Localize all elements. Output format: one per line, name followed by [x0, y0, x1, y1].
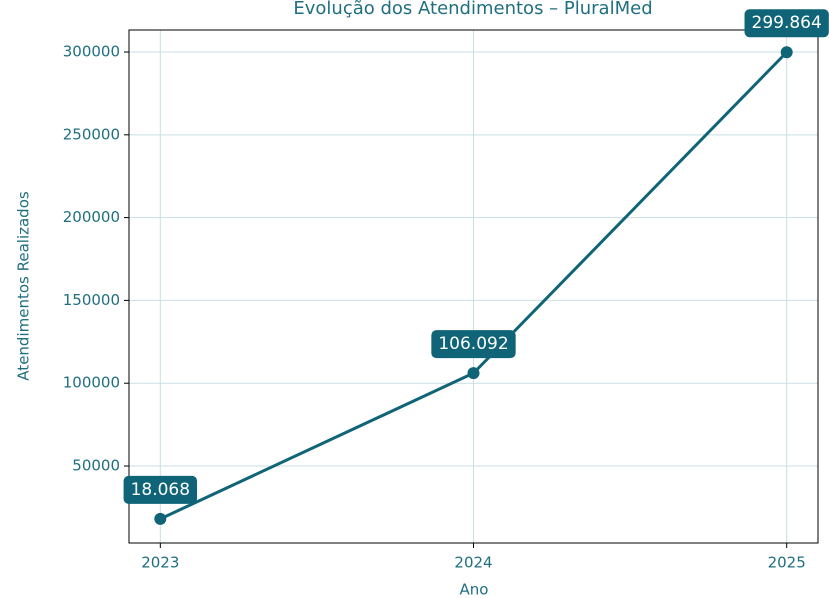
- data-label-box: [123, 475, 198, 504]
- x-tick-label: 2024: [454, 554, 492, 572]
- y-tick-label: 100000: [63, 374, 120, 392]
- y-tick-label: 200000: [63, 208, 120, 226]
- y-tick-label: 300000: [63, 43, 120, 61]
- plot-frame: [128, 29, 819, 544]
- chart-title: Evolução dos Atendimentos – PluralMed: [293, 0, 652, 19]
- data-label-box: [744, 9, 829, 38]
- y-axis-label: Atendimentos Realizados: [15, 191, 33, 381]
- y-tick-label: 50000: [72, 457, 120, 475]
- x-tick-label: 2023: [141, 554, 179, 572]
- y-tick-label: 150000: [63, 291, 120, 309]
- y-tick-label: 250000: [63, 125, 120, 143]
- data-label: 106.092: [438, 334, 508, 354]
- point: [154, 512, 167, 525]
- data-label: 18.068: [131, 480, 190, 500]
- point: [780, 46, 793, 59]
- x-tick-label: 2025: [768, 554, 806, 572]
- data-label-box: [431, 330, 516, 359]
- point: [467, 367, 480, 380]
- data-label: 299.864: [752, 13, 822, 33]
- x-axis-label: Ano: [460, 581, 489, 598]
